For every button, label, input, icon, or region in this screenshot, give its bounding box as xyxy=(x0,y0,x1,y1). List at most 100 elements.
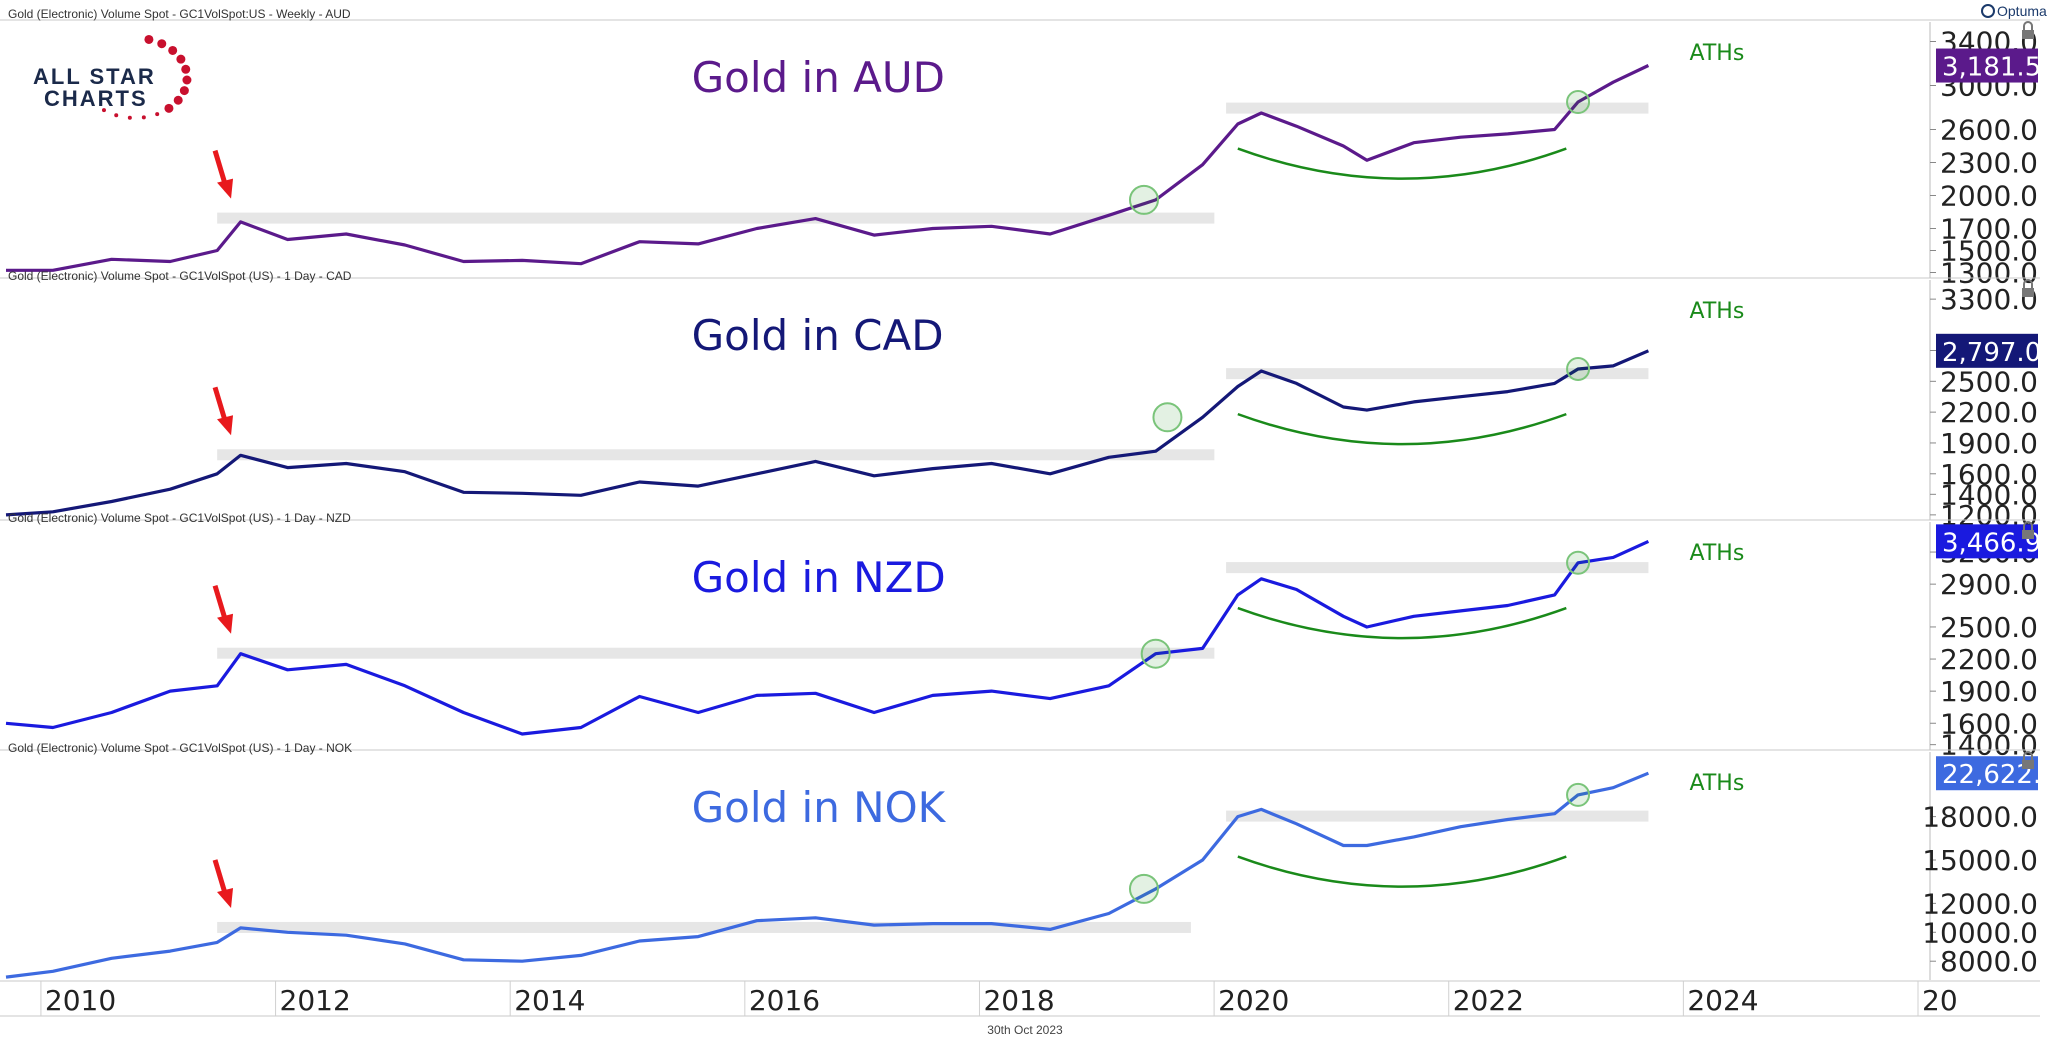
last-value-badge xyxy=(1936,524,2038,559)
price-line xyxy=(6,64,1650,272)
ath-circle xyxy=(1566,90,1591,114)
x-tick-label: 2010 xyxy=(45,984,116,1017)
lock-icon xyxy=(2022,530,2034,539)
logo-star xyxy=(144,34,154,44)
y-tick-label: 2300.0 xyxy=(1940,147,2038,180)
x-tick-label: 2024 xyxy=(1687,984,1758,1017)
lock-shackle-icon xyxy=(2023,751,2033,760)
last-value-label: 3,181.5 xyxy=(1942,53,2041,83)
x-tick-label: 2020 xyxy=(1218,984,1289,1017)
y-tick-label: 10000.0 xyxy=(1922,916,2038,949)
ath-circle xyxy=(1566,782,1591,807)
last-value-badge xyxy=(1936,756,2038,791)
base-curve xyxy=(1237,412,1567,446)
y-tick-label: 1400.0 xyxy=(1940,729,2038,762)
base-curve xyxy=(1237,855,1567,888)
ath-zone xyxy=(1226,368,1649,380)
ath-zone xyxy=(1226,810,1649,822)
y-tick-label: 2500.0 xyxy=(1940,611,2038,644)
y-tick-label: 8000.0 xyxy=(1940,945,2038,978)
ath-zone xyxy=(1226,562,1649,574)
logo-star xyxy=(179,86,189,96)
all-star-charts-logo: ALL STAR CHARTS xyxy=(33,34,192,120)
panel-title: Gold in NZD xyxy=(692,553,946,602)
arrow-head-icon xyxy=(217,887,234,908)
logo-star xyxy=(155,112,160,117)
base-curve xyxy=(1237,147,1567,180)
panel-header: Gold (Electronic) Volume Spot - GC1VolSp… xyxy=(8,511,351,525)
y-tick-label: 1500.0 xyxy=(1940,235,2038,268)
x-tick-label: 20 xyxy=(1922,984,1958,1017)
panel-header: Gold (Electronic) Volume Spot - GC1VolSp… xyxy=(8,741,352,755)
logo-star xyxy=(182,75,192,85)
panel-header: Gold (Electronic) Volume Spot - GC1VolSp… xyxy=(8,7,351,21)
y-tick-label: 2900.0 xyxy=(1940,568,2038,601)
x-axis: 2010 2012 2014 2016 2018 2020 2022 2024 20 xyxy=(0,980,2040,1017)
y-tick-label: 1600.0 xyxy=(1940,707,2038,740)
logo-line1: ALL STAR xyxy=(33,64,156,89)
arrow-head-icon xyxy=(217,613,234,634)
panel-title: Gold in AUD xyxy=(692,53,945,102)
logo-star xyxy=(173,95,183,105)
x-tick-label: 2016 xyxy=(749,984,820,1017)
ath-circle xyxy=(1566,550,1591,575)
ath-annotation: ATHs xyxy=(1690,541,1745,566)
panel-header: Gold (Electronic) Volume Spot - GC1VolSp… xyxy=(8,269,352,283)
y-tick-label: 2000.0 xyxy=(1940,180,2038,213)
base-curve xyxy=(1237,606,1567,640)
price-line xyxy=(5,771,1650,979)
lock-shackle-icon xyxy=(2023,521,2033,530)
y-tick-label: 2200.0 xyxy=(1940,643,2038,676)
optuma-icon xyxy=(1981,4,1995,18)
chart-panel-nzd: Gold (Electronic) Volume Spot - GC1VolSp… xyxy=(0,511,2041,762)
price-line xyxy=(5,349,1650,517)
arrow-head-icon xyxy=(217,178,234,199)
ath-annotation: ATHs xyxy=(1690,41,1745,66)
logo-star xyxy=(168,45,178,55)
logo-stars-icon xyxy=(101,34,192,120)
logo-star xyxy=(157,39,167,49)
panel-title: Gold in CAD xyxy=(692,311,944,360)
footer-date: 30th Oct 2023 xyxy=(987,1023,1063,1037)
ath-circle xyxy=(1566,356,1591,381)
price-line xyxy=(5,539,1650,736)
y-tick-label: 1400.0 xyxy=(1940,478,2038,511)
breakout-circle xyxy=(1140,638,1171,669)
breakout-zone xyxy=(217,921,1191,933)
lock-icon xyxy=(2022,30,2034,39)
lock-icon xyxy=(2022,288,2034,297)
breakout-zone xyxy=(217,647,1215,659)
logo-star xyxy=(101,108,106,113)
y-tick-label: 2600.0 xyxy=(1940,114,2038,147)
y-tick-label: 18000.0 xyxy=(1922,801,2038,834)
brand-label: Optuma xyxy=(1997,3,2047,19)
x-tick-label: 2022 xyxy=(1453,984,1524,1017)
lock-shackle-icon xyxy=(2023,21,2033,30)
y-tick-label: 1900.0 xyxy=(1940,675,2038,708)
lock-shackle-icon xyxy=(2023,279,2033,288)
ath-annotation: ATHs xyxy=(1690,771,1745,796)
y-tick-label: 15000.0 xyxy=(1922,844,2038,877)
last-value-badge xyxy=(1936,48,2038,83)
y-tick-label: 1700.0 xyxy=(1940,213,2038,246)
panel-title: Gold in NOK xyxy=(692,783,947,832)
y-tick-label: 3300.0 xyxy=(1940,283,2038,316)
logo-star xyxy=(164,103,174,113)
last-value-label: 2,797.0 xyxy=(1942,338,2041,368)
ath-annotation: ATHs xyxy=(1690,299,1745,324)
y-tick-label: 1300.0 xyxy=(1940,257,2038,290)
logo-star xyxy=(141,115,146,120)
brand-badge: Optuma xyxy=(1981,3,2047,19)
y-tick-label: 2500.0 xyxy=(1940,365,2038,398)
breakout-zone xyxy=(217,212,1215,224)
chart-panels: Gold (Electronic) Volume Spot - GC1VolSp… xyxy=(0,7,2048,980)
last-value-badge xyxy=(1936,333,2038,368)
logo-star xyxy=(176,54,186,64)
logo-star xyxy=(181,64,191,74)
breakout-circle xyxy=(1128,873,1159,904)
y-tick-label: 2200.0 xyxy=(1940,396,2038,429)
y-tick-label: 1900.0 xyxy=(1940,427,2038,460)
x-tick-label: 2018 xyxy=(983,984,1054,1017)
y-tick-label: 12000.0 xyxy=(1922,887,2038,920)
